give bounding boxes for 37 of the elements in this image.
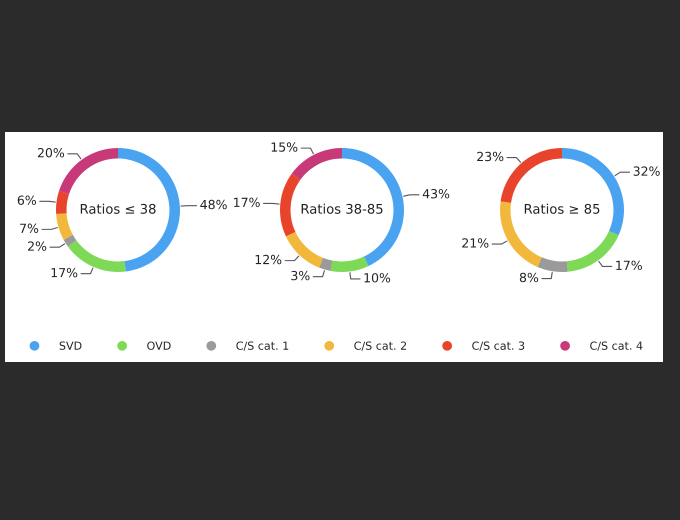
legend-label: SVD (60, 341, 82, 350)
data-label: 7% (20, 224, 38, 233)
data-label: 23% (477, 152, 504, 162)
data-label: 8% (520, 272, 538, 282)
donut-slice (56, 190, 70, 214)
donut-slice (562, 148, 624, 236)
data-label: 6% (18, 195, 36, 205)
donut-slice (280, 174, 300, 236)
data-label: 20% (38, 148, 64, 158)
data-label: 17% (52, 268, 78, 278)
donut-slice (342, 148, 404, 266)
data-label: 17% (234, 198, 260, 208)
donut-slice (538, 257, 568, 272)
data-label: 2% (28, 241, 46, 251)
text: Ratios ≤ 38 (80, 204, 156, 214)
text: Ratios 38-85 (302, 204, 382, 214)
donut-slice (330, 256, 368, 272)
data-label: 12% (256, 254, 282, 264)
donut-slice (56, 213, 73, 240)
legend-label: C/S cat. 4 (590, 341, 642, 351)
data-label: 10% (364, 273, 390, 283)
data-label: 32% (634, 166, 660, 176)
data-label: 17% (616, 260, 642, 270)
donut-slice (64, 234, 76, 246)
data-label: 48% (200, 200, 227, 210)
donut-slice (319, 258, 332, 271)
data-label: 21% (462, 238, 488, 248)
donut-slice (118, 148, 180, 272)
donut-slice (286, 232, 324, 268)
text: Ratios ≥ 85 (524, 204, 600, 214)
legend-label: OVD (147, 341, 171, 350)
data-label: 3% (291, 270, 310, 280)
legend-label: C/S cat. 2 (354, 341, 406, 351)
legend-label: C/S cat. 3 (472, 341, 524, 351)
legend-label: C/S cat. 1 (236, 341, 288, 351)
data-label: 43% (422, 189, 450, 198)
data-label: 15% (272, 142, 298, 152)
